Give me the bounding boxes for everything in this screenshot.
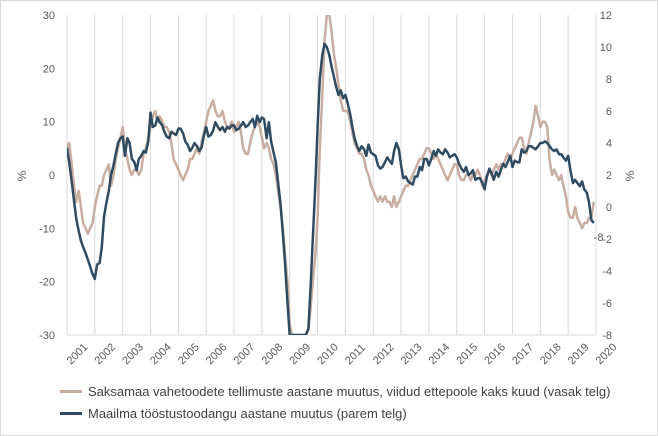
annotation-label: -8 xyxy=(594,232,604,244)
x-tick-label: 2005 xyxy=(176,341,202,367)
x-tick-label: 2016 xyxy=(482,341,508,367)
left-tick-label: -20 xyxy=(39,277,55,289)
x-tick-label: 2002 xyxy=(92,341,118,367)
left-tick-label: 10 xyxy=(43,117,55,129)
legend-item-production: Maailma tööstustoodangu aastane muutus (… xyxy=(60,402,610,424)
x-tick-label: 2013 xyxy=(399,341,425,367)
right-axis-label: % xyxy=(623,170,637,181)
right-tick-label: 6 xyxy=(606,106,612,118)
right-tick-label: -2 xyxy=(602,234,612,246)
right-tick-label: 8 xyxy=(606,74,612,86)
right-axis-ticks: 12 10 8 6 4 2 0 -2 -4 -6 -8 xyxy=(600,10,612,342)
x-tick-label: 2017 xyxy=(510,341,536,367)
x-tick-label: 2020 xyxy=(594,341,620,367)
right-tick-label: 0 xyxy=(606,202,612,214)
left-axis-label: % xyxy=(15,170,29,181)
left-tick-label: 0 xyxy=(49,170,55,182)
right-tick-label: 10 xyxy=(600,42,612,54)
right-tick-label: 2 xyxy=(606,170,612,182)
left-axis-ticks: 30 20 10 0 -10 -20 -30 xyxy=(39,10,55,342)
legend-swatch-orders xyxy=(60,389,82,393)
legend: Saksamaa vahetoodete tellimuste aastane … xyxy=(60,380,610,424)
orders-series-line xyxy=(67,15,596,335)
left-tick-label: -30 xyxy=(39,330,55,342)
left-tick-label: 20 xyxy=(43,63,55,75)
x-tick-label: 2018 xyxy=(538,341,564,367)
x-tick-label: 2011 xyxy=(343,342,368,367)
left-tick-label: -10 xyxy=(39,223,55,235)
x-tick-label: 2012 xyxy=(371,341,397,367)
right-tick-label: 4 xyxy=(606,138,612,150)
x-tick-label: 2007 xyxy=(232,341,258,367)
x-tick-label: 2014 xyxy=(427,341,453,367)
x-tick-label: 2009 xyxy=(287,341,313,367)
legend-item-orders: Saksamaa vahetoodete tellimuste aastane … xyxy=(60,380,610,402)
vertical-gridlines xyxy=(66,15,597,336)
x-tick-label: 2015 xyxy=(454,341,480,367)
x-tick-label: 2001 xyxy=(65,341,91,367)
legend-label-production: Maailma tööstustoodangu aastane muutus (… xyxy=(88,405,407,421)
x-tick-label: 2004 xyxy=(148,341,174,367)
production-series-line xyxy=(67,42,595,335)
legend-label-orders: Saksamaa vahetoodete tellimuste aastane … xyxy=(88,383,611,399)
x-tick-label: 2003 xyxy=(120,341,146,367)
x-axis-ticks: 2001 2002 2003 2004 2005 2006 2007 2008 2009 2010… xyxy=(65,341,620,367)
right-tick-label: -4 xyxy=(602,266,612,278)
right-tick-label: -8 xyxy=(602,330,612,342)
x-tick-label: 2008 xyxy=(260,341,286,367)
legend-swatch-production xyxy=(60,411,82,415)
left-tick-label: 30 xyxy=(43,10,55,22)
x-tick-label: 2010 xyxy=(315,341,341,367)
x-tick-label: 2006 xyxy=(204,341,230,367)
x-tick-label: 2019 xyxy=(566,341,592,367)
series-lines xyxy=(67,15,596,335)
right-tick-label: 12 xyxy=(600,10,612,22)
right-tick-label: -6 xyxy=(602,298,612,310)
